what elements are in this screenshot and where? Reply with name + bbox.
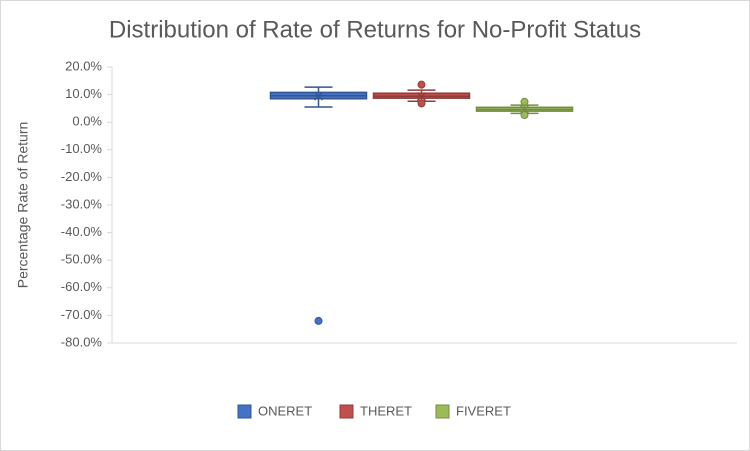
outlier bbox=[417, 99, 426, 108]
y-tick-label: -30.0% bbox=[61, 196, 103, 211]
legend-swatch bbox=[237, 404, 252, 419]
legend-label: ONERET bbox=[258, 403, 312, 418]
outlier bbox=[520, 111, 529, 120]
y-tick-label: 10.0% bbox=[65, 86, 102, 101]
y-tick-label: -10.0% bbox=[61, 141, 103, 156]
y-tick-label: -60.0% bbox=[61, 279, 103, 294]
chart-title: Distribution of Rate of Returns for No-P… bbox=[109, 16, 641, 43]
legend-label: FIVERET bbox=[456, 403, 511, 418]
legend-label: THERET bbox=[360, 403, 412, 418]
y-tick-label: -80.0% bbox=[61, 334, 103, 349]
y-tick-label: -50.0% bbox=[61, 252, 103, 267]
outlier bbox=[314, 316, 323, 325]
legend-swatch bbox=[339, 404, 354, 419]
mean-marker bbox=[416, 92, 427, 102]
outlier bbox=[417, 80, 426, 89]
y-tick-label: -70.0% bbox=[61, 307, 103, 322]
y-tick-label: -20.0% bbox=[61, 169, 103, 184]
outlier bbox=[520, 97, 529, 106]
legend-swatch bbox=[435, 404, 450, 419]
y-tick-label: 0.0% bbox=[72, 114, 102, 129]
mean-marker bbox=[313, 91, 324, 101]
y-tick-label: 20.0% bbox=[65, 58, 102, 73]
y-tick-label: -40.0% bbox=[61, 224, 103, 239]
mean-marker bbox=[519, 104, 530, 114]
y-axis-label: Percentage Rate of Return bbox=[15, 122, 31, 289]
